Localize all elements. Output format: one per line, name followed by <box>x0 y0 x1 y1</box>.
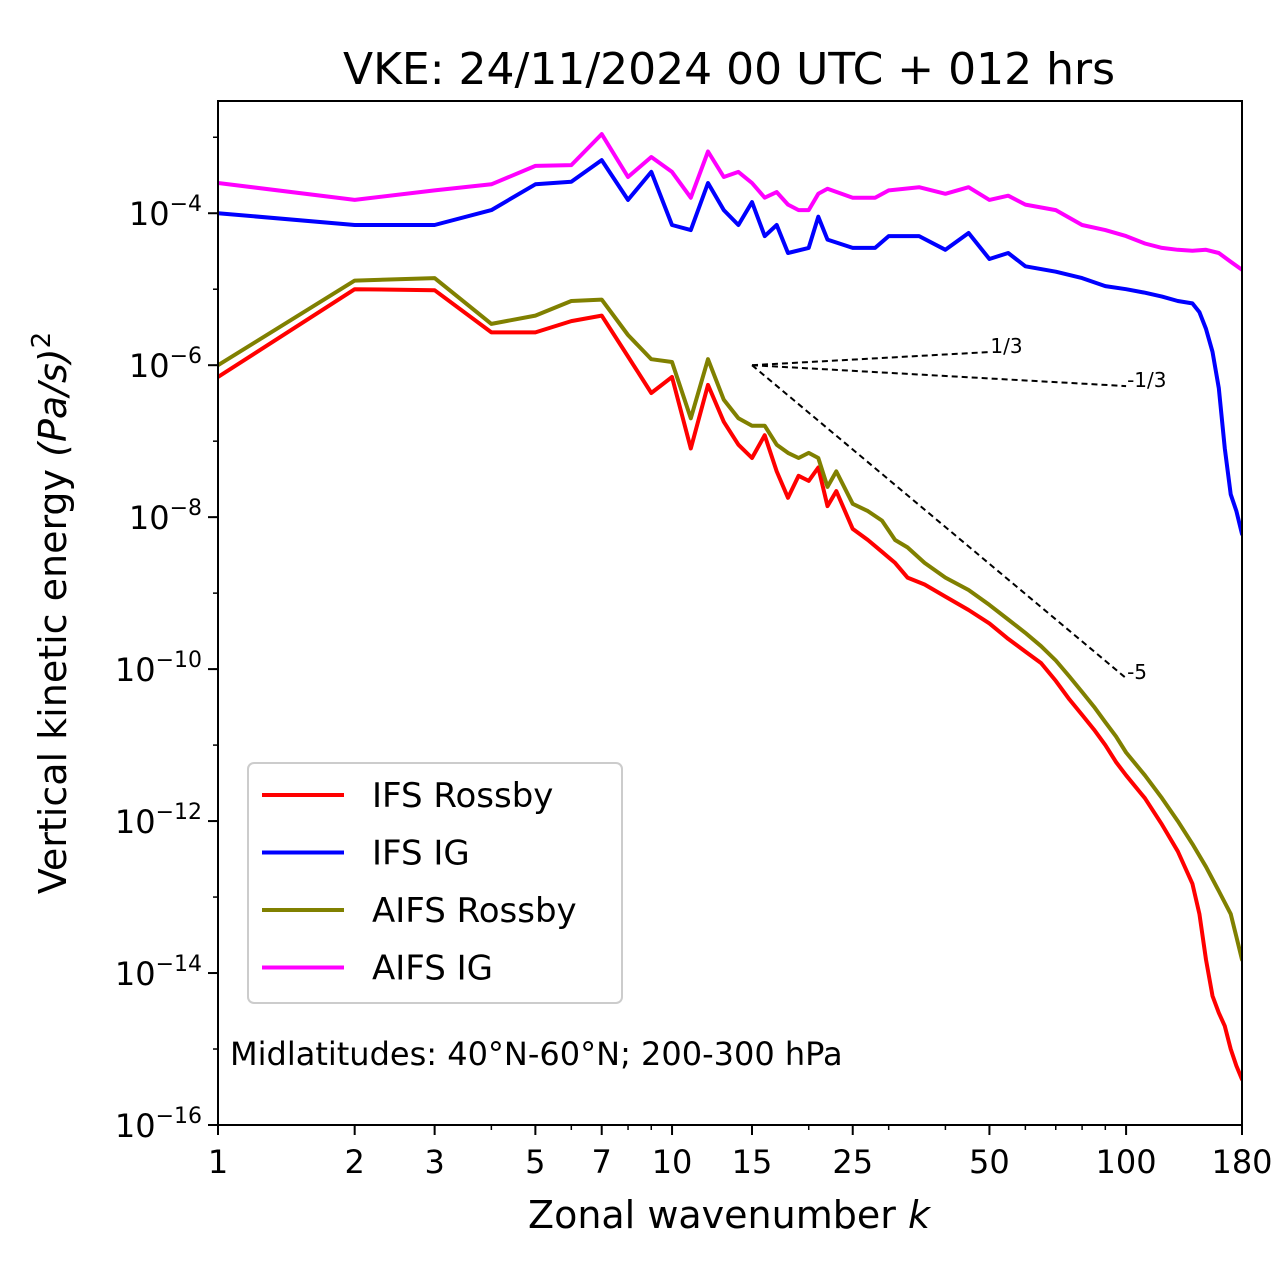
y-tick-label: 10−14 <box>115 952 202 993</box>
legend: IFS Rossby IFS IG AIFS Rossby AIFS IG <box>247 762 623 1004</box>
plot-frame <box>217 100 1243 1126</box>
x-tick-label: 5 <box>525 1143 545 1181</box>
y-tick-label: 10−8 <box>129 496 202 537</box>
x-tick-label: 25 <box>832 1143 873 1181</box>
y-tick-label: 10−6 <box>129 344 202 385</box>
x-tick-label: 7 <box>592 1143 612 1181</box>
series-line-aifs-ig <box>218 132 1242 272</box>
legend-label: AIFS IG <box>372 949 493 989</box>
x-tick-label: 3 <box>424 1143 444 1181</box>
x-tick-label: 100 <box>1096 1143 1157 1181</box>
region-annotation: Midlatitudes: 40°N-60°N; 200-300 hPa <box>230 1035 843 1073</box>
x-tick-label: 180 <box>1211 1143 1272 1181</box>
y-axis-label: Vertical kinetic energy (Pa/s)2 <box>27 332 75 894</box>
reference-slope-label: -1/3 <box>1127 368 1166 392</box>
y-tick-label: 10−12 <box>115 800 202 841</box>
reference-slope-line <box>751 351 990 367</box>
y-tick-label: 10−16 <box>115 1104 202 1145</box>
x-tick-label: 10 <box>652 1143 693 1181</box>
series-layer <box>218 132 1242 1082</box>
legend-box <box>247 762 623 1004</box>
reference-slopes: 1/3 -1/3 -5 <box>751 334 1167 684</box>
series-line-ifs-ig <box>218 158 1242 536</box>
series-line-aifs-rossby <box>218 276 1242 962</box>
y-tick-label: 10−4 <box>129 192 202 233</box>
reference-slope-line <box>751 364 1127 388</box>
legend-label: AIFS Rossby <box>372 891 577 931</box>
reference-slope-label: -5 <box>1127 660 1147 684</box>
x-tick-label: 1 <box>208 1143 228 1181</box>
reference-slope-label: 1/3 <box>990 334 1022 358</box>
chart-title: VKE: 24/11/2024 00 UTC + 012 hrs <box>343 44 1115 95</box>
axis-ticks: 1 2 3 5 7 10 15 25 50 100 180 10−4 10−6 10−8 10−10 10−1… <box>115 136 1273 1181</box>
x-axis-label: Zonal wavenumber k <box>528 1193 932 1237</box>
series-line-ifs-rossby <box>218 287 1242 1082</box>
x-tick-label: 50 <box>969 1143 1010 1181</box>
x-tick-label: 2 <box>345 1143 365 1181</box>
y-tick-label: 10−10 <box>115 648 202 689</box>
legend-label: IFS Rossby <box>372 776 553 816</box>
legend-label: IFS IG <box>372 834 470 874</box>
x-tick-label: 15 <box>732 1143 773 1181</box>
reference-slope-line <box>751 364 1127 679</box>
